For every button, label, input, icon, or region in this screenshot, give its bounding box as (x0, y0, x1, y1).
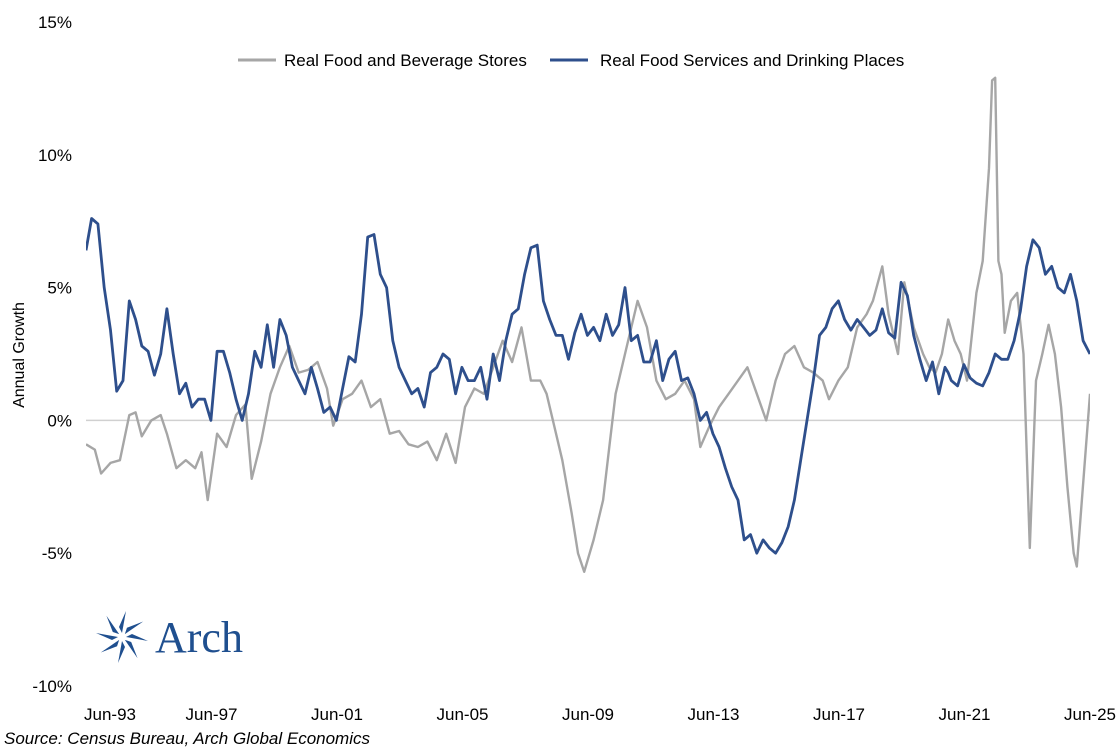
x-tick-label: Jun-01 (311, 705, 363, 724)
logo-star-ray (96, 633, 118, 640)
source-note: Source: Census Bureau, Arch Global Econo… (4, 729, 370, 748)
y-tick-label: 5% (47, 279, 72, 298)
y-tick-label: -10% (32, 677, 72, 696)
arch-logo: Arch (96, 611, 243, 663)
x-tick-label: Jun-25 (1064, 705, 1116, 724)
legend-label-food-services: Real Food Services and Drinking Places (600, 51, 904, 70)
x-tick-label: Jun-05 (437, 705, 489, 724)
series-line-food-services[interactable] (86, 217, 1090, 555)
logo-star-ray (126, 634, 148, 641)
logo-wordmark: Arch (155, 613, 243, 662)
legend[interactable]: Real Food and Beverage Stores Real Food … (238, 51, 904, 70)
logo-star-ray (119, 611, 126, 633)
y-axis-label: Annual Growth (11, 302, 28, 408)
series-line-food-beverage-stores[interactable] (86, 76, 1090, 573)
x-tick-label: Jun-17 (813, 705, 865, 724)
x-tick-label: Jun-09 (562, 705, 614, 724)
axis-layer: 15% 10% 5% 0% -5% -10% Jun-93 Jun-97 Jun-01 Jun-0… (32, 13, 1116, 724)
legend-label-food-beverage-stores: Real Food and Beverage Stores (284, 51, 527, 70)
y-tick-label: -5% (42, 544, 72, 563)
x-tick-label: Jun-21 (939, 705, 991, 724)
logo-star-ray (118, 641, 125, 663)
y-tick-label: 0% (47, 411, 72, 430)
logo-star-ray (124, 621, 144, 635)
series-layer (86, 76, 1090, 573)
x-tick-label: Jun-93 (84, 705, 136, 724)
logo-star-ray (106, 615, 120, 635)
logo-star-ray (100, 639, 120, 653)
y-tick-label: 15% (38, 13, 72, 32)
x-tick-label: Jun-97 (186, 705, 238, 724)
arch-star-icon (96, 611, 148, 663)
x-tick-label: Jun-13 (688, 705, 740, 724)
y-tick-label: 10% (38, 146, 72, 165)
logo-star-ray (124, 639, 138, 659)
